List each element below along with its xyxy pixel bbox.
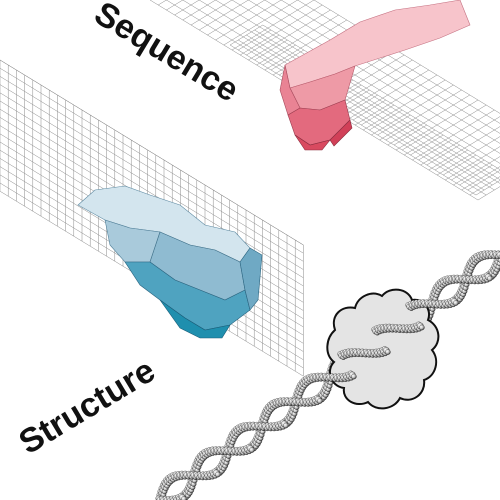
structure-label: Structure (13, 351, 162, 461)
dna-helix-front (155, 250, 500, 500)
structure-depression (77, 185, 263, 339)
sequence-landscape (149, 0, 500, 201)
sequence-depression (279, 0, 471, 151)
structure-landscape (0, 59, 304, 377)
molecule (155, 250, 500, 500)
